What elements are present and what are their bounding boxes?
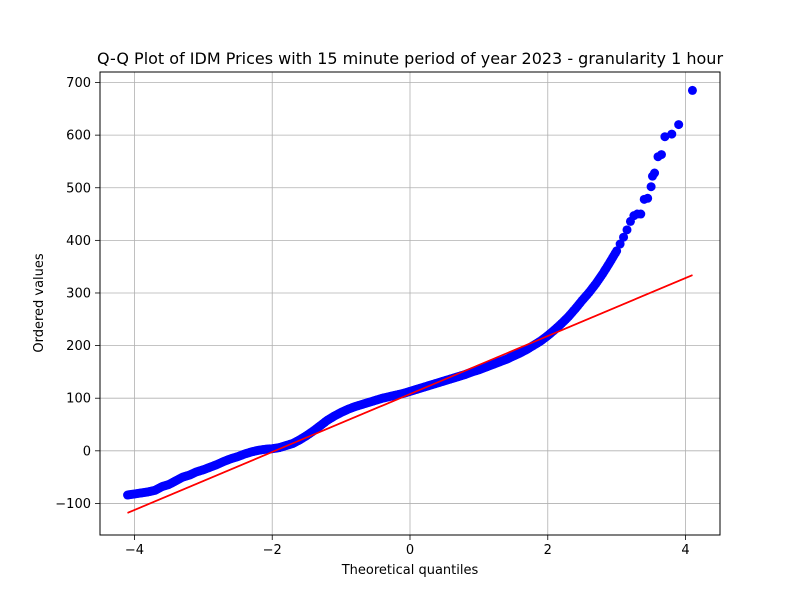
data-point xyxy=(646,182,656,192)
y-tick-label: 500 xyxy=(66,181,91,196)
data-point xyxy=(157,482,167,492)
data-point xyxy=(150,485,160,495)
x-tick-label: 4 xyxy=(681,543,689,558)
data-point xyxy=(622,225,632,235)
data-point xyxy=(123,490,133,500)
data-point xyxy=(591,279,601,289)
data-point xyxy=(212,459,222,469)
data-point xyxy=(253,445,263,455)
y-tick-label: 100 xyxy=(66,392,91,407)
data-point xyxy=(501,354,511,364)
data-point xyxy=(557,318,567,328)
data-point xyxy=(136,488,146,498)
data-point xyxy=(143,487,153,497)
data-point xyxy=(205,462,215,472)
data-point xyxy=(322,415,332,425)
data-point xyxy=(371,395,381,405)
data-point xyxy=(329,411,339,421)
x-tick-label: 2 xyxy=(544,543,552,558)
data-point xyxy=(481,362,491,372)
data-point xyxy=(247,447,257,457)
data-point xyxy=(260,444,270,454)
data-point xyxy=(391,390,401,400)
data-point xyxy=(515,348,525,358)
data-point xyxy=(570,304,580,314)
data-point xyxy=(619,232,629,242)
data-point xyxy=(674,120,684,130)
data-point xyxy=(650,168,660,178)
data-point xyxy=(171,476,181,486)
data-point xyxy=(377,393,387,403)
data-point xyxy=(577,295,587,305)
data-point xyxy=(522,344,532,354)
data-points-layer xyxy=(123,85,697,514)
reference-line-overlay xyxy=(127,274,693,514)
data-point xyxy=(191,467,201,477)
data-point xyxy=(178,472,188,482)
data-point xyxy=(364,397,374,407)
x-axis-ticks: −4 −2 0 2 4 xyxy=(125,535,690,558)
grid xyxy=(100,72,720,535)
data-point xyxy=(667,129,677,139)
data-point xyxy=(636,209,646,219)
data-point xyxy=(660,132,670,142)
y-tick-label: −100 xyxy=(55,497,91,512)
data-point xyxy=(357,400,367,410)
data-point xyxy=(164,479,174,489)
data-point xyxy=(315,421,325,431)
y-tick-label: 700 xyxy=(66,76,91,91)
data-point xyxy=(687,85,697,95)
y-tick-label: 400 xyxy=(66,234,91,249)
data-point xyxy=(226,454,236,464)
data-point xyxy=(233,452,243,462)
data-point xyxy=(563,312,573,322)
y-axis-ticks: −100 0 100 200 300 400 500 600 700 xyxy=(55,76,100,512)
data-point xyxy=(198,465,208,475)
data-point xyxy=(656,150,666,160)
data-point xyxy=(508,351,518,361)
y-tick-label: 200 xyxy=(66,339,91,354)
x-tick-label: 0 xyxy=(406,543,414,558)
data-point xyxy=(219,456,229,466)
y-axis-label: Ordered values xyxy=(32,253,47,353)
data-point xyxy=(384,392,394,402)
data-point xyxy=(336,407,346,417)
data-point xyxy=(343,404,353,414)
data-point xyxy=(240,449,250,459)
data-point xyxy=(612,246,622,256)
data-point xyxy=(488,360,498,370)
chart-title: Q-Q Plot of IDM Prices with 15 minute pe… xyxy=(97,49,723,68)
data-point xyxy=(350,402,360,412)
data-point xyxy=(495,357,505,367)
data-point xyxy=(598,269,608,279)
data-point xyxy=(643,193,653,203)
x-tick-label: −2 xyxy=(263,543,282,558)
x-tick-label: −4 xyxy=(125,543,144,558)
data-point xyxy=(615,239,625,249)
data-point xyxy=(474,365,484,375)
y-tick-label: 300 xyxy=(66,286,91,301)
y-tick-label: 600 xyxy=(66,129,91,144)
data-point xyxy=(185,470,195,480)
y-tick-label: 0 xyxy=(83,444,91,459)
x-axis-label: Theoretical quantiles xyxy=(341,563,479,578)
data-point xyxy=(605,257,615,267)
data-point xyxy=(584,287,594,297)
